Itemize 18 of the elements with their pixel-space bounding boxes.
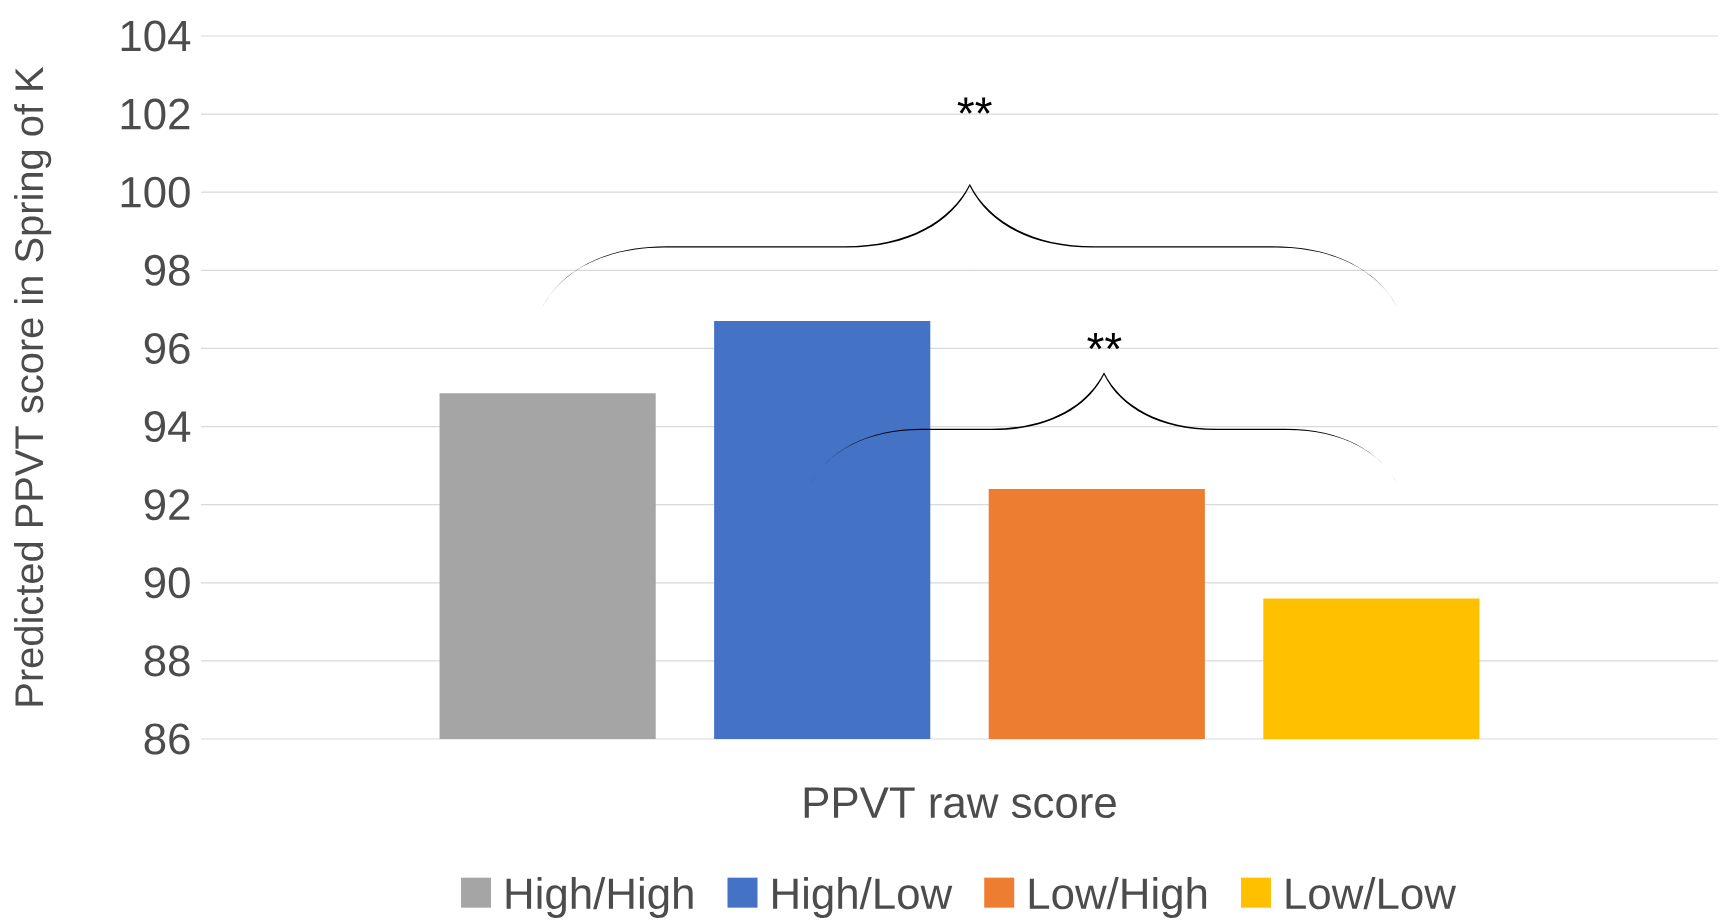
legend-label: High/High [506,877,693,918]
y-tick-label: 100 [121,176,190,208]
legend-label: High/Low [773,877,953,918]
y-tick-label: 92 [144,489,190,521]
y-axis-title: Predicted PPVT score in Spring of K [14,66,52,706]
y-tick-label: 86 [144,723,190,755]
y-tick-label: 88 [144,645,190,677]
legend-label: Low/High [1029,877,1207,918]
y-tick-label: 102 [121,98,190,130]
y-tick-label: 90 [144,567,190,599]
y-tick-label: 104 [121,20,191,52]
legend-label: Low/Low [1286,877,1457,910]
annotation: ** [1087,333,1122,350]
y-tick-label: 96 [144,332,190,364]
y-tick-label: 94 [144,411,191,443]
y-tick-label: 98 [144,254,190,286]
annotation: ** [957,97,992,114]
x-tick-label: PPVT raw score [804,787,1116,819]
